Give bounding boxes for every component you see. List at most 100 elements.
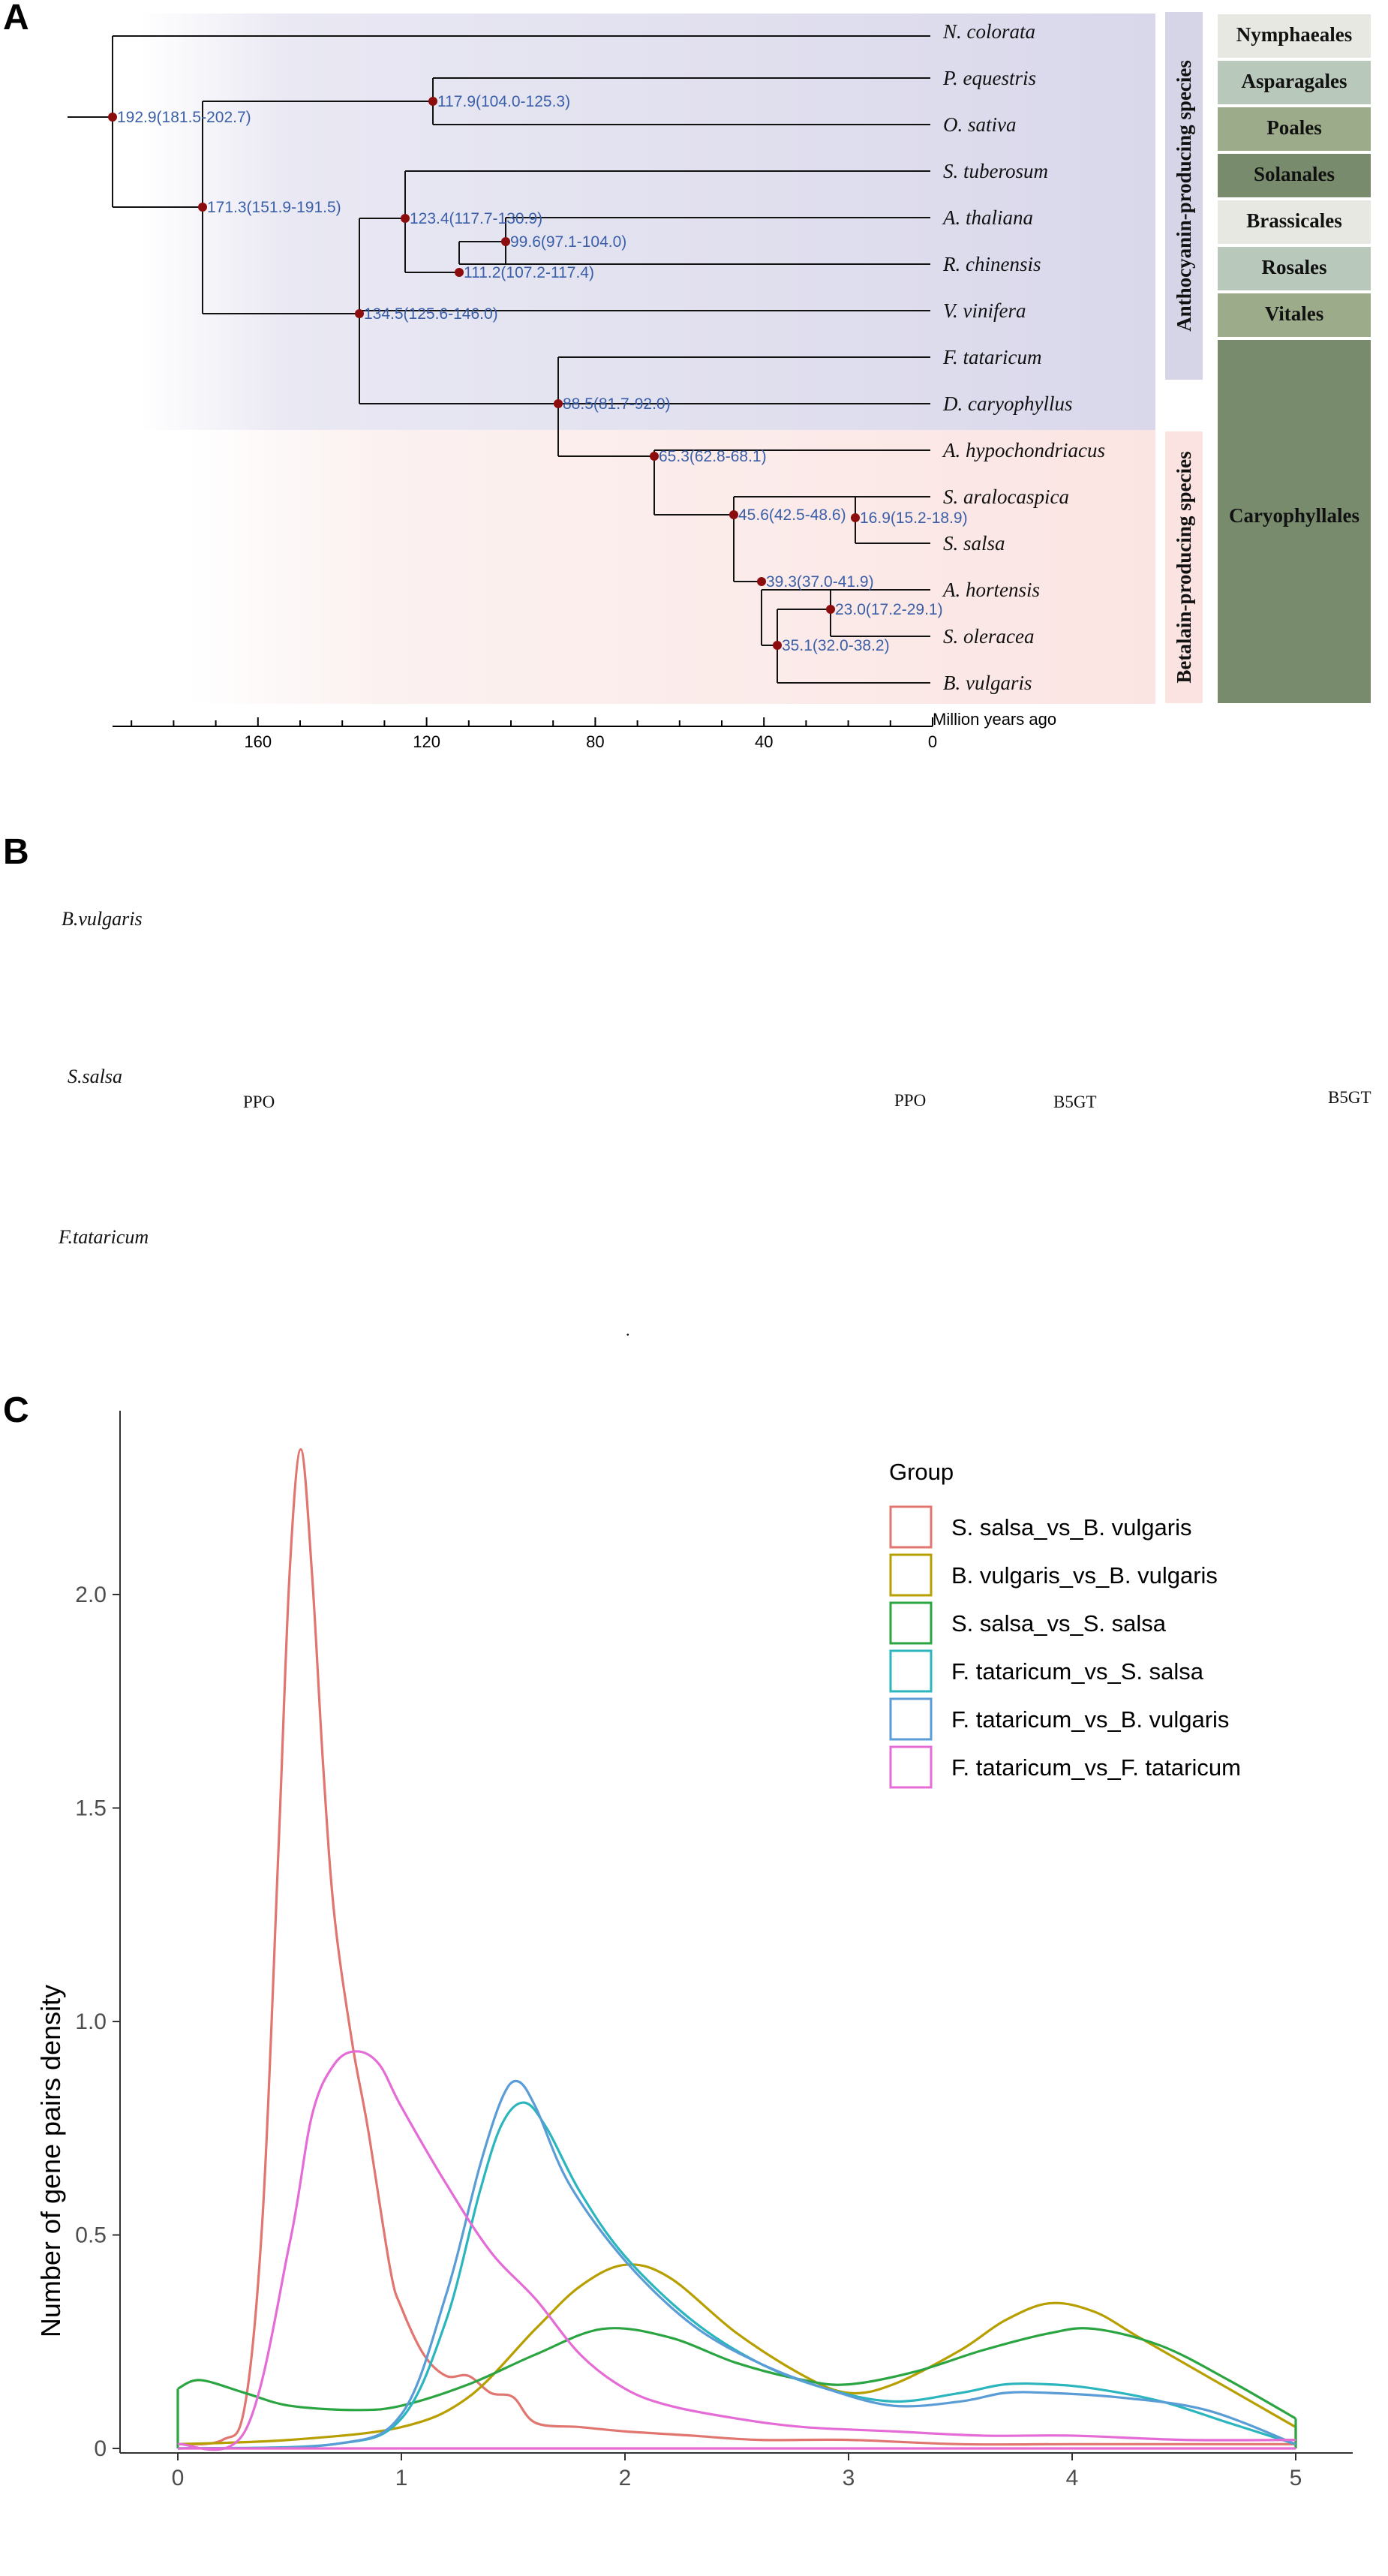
legend-key [889,1505,933,1549]
node-age-label: 35.1(32.0-38.2) [782,637,890,654]
plot-area [176,1447,1297,2451]
node-dot [773,641,782,650]
species-label: S. aralocaspica [943,485,1069,508]
species-labels: N. colorata P. equestris O. sativa S. tuber… [942,20,1105,694]
legend-key [889,1649,933,1693]
genome-label-f-tataricum: F.tataricum [58,1226,149,1248]
density-line [177,2327,1296,2420]
order-label: Brassicales [1246,209,1342,232]
anthocyanin-label: Anthocyanin-producing species [1173,60,1195,332]
node-dot [455,268,464,277]
order-box-rosales [1216,245,1372,292]
species-label: P. equestris [942,67,1036,89]
node-age-label: 23.0(17.2-29.1) [835,601,943,618]
density-line [177,2263,1296,2445]
gene-label-b5gt-2: B5GT [1328,1088,1371,1107]
legend-label: F. tataricum_vs_S. salsa [951,1658,1204,1685]
legend-key [889,1553,933,1597]
y-tick-label: 1.0 [75,2009,107,2034]
gene-label-ppo-1: PPO [243,1093,275,1111]
order-label: Caryophyllales [1229,504,1359,527]
genome-label-s-salsa: S.salsa [68,1066,122,1087]
legend-label: F. tataricum_vs_B. vulgaris [951,1706,1229,1733]
density-line [177,1447,1296,2446]
betalain-label: Betalain-producing species [1173,451,1195,683]
species-label: A. hortensis [942,579,1040,601]
panel-label-b: B [3,832,29,872]
axis-tick-label: 0 [928,732,937,750]
y-tick-label: 1.5 [75,1796,107,1821]
order-box-solanales [1216,152,1372,199]
order-box-vitales [1216,292,1372,338]
node-age-label: 88.5(81.7-92.0) [563,395,671,413]
species-label: B. vulgaris [943,672,1032,694]
order-box-nymphaeales [1216,13,1372,59]
node-age-label: 192.9(181.5-202.7) [117,109,251,126]
betalain-bar [1165,431,1203,703]
species-label: A. hypochondriacus [942,439,1105,461]
x-tick-label: 2 [619,2466,632,2490]
ks-density-chart: 0 0.5 1.0 1.5 2.0 0 1 2 3 4 5 Number of gene pair… [35,1411,1353,2490]
x-axis-ticks: 0 1 2 3 4 5 [172,2453,1302,2490]
node-dot [729,510,738,519]
synteny-plot: 12345678912345678912345678 B.vulgaris S.… [58,908,1371,1339]
node-age-label: 16.9(15.2-18.9) [860,509,968,527]
order-label: Vitales [1265,302,1323,325]
order-boxes: Nymphaeales Asparagales Poales Solanales… [1216,13,1372,705]
node-dot [826,605,835,614]
anthocyanin-shade [139,14,1155,430]
x-tick-label: 0 [172,2466,185,2490]
node-age-label: 171.3(151.9-191.5) [207,199,341,216]
node-age-label: 39.3(37.0-41.9) [766,573,874,591]
node-dot [198,203,207,212]
y-axis-title: Number of gene pairs density [35,1985,66,2337]
species-label: R. chinensis [942,253,1041,275]
axis-tick-label: 40 [755,732,773,750]
order-box-asparagales [1216,59,1372,106]
tree-nodes [108,97,860,650]
axis-tick-label: 80 [586,732,604,750]
legend-title: Group [889,1459,954,1485]
order-box-brassicales [1216,199,1372,245]
node-dot [757,577,766,586]
betalain-shade [188,430,1155,704]
time-axis-unit: Million years ago [933,710,1056,729]
species-label: D. caryophyllus [942,392,1072,415]
node-dot [428,97,437,106]
y-tick-label: 0 [94,2436,107,2461]
node-age-labels: 192.9(181.5-202.7) 117.9(104.0-125.3) 171.… [117,93,968,654]
node-dot [355,309,364,318]
node-age-label: 134.5(125.6-146.0) [364,305,498,323]
species-label: N. colorata [942,20,1035,43]
legend-label: S. salsa_vs_B. vulgaris [951,1514,1191,1540]
species-label: F. tataricum [942,346,1042,368]
legend-label: S. salsa_vs_S. salsa [951,1610,1167,1637]
x-tick-label: 4 [1066,2466,1079,2490]
order-box-caryophyllales [1216,338,1372,705]
y-axis-ticks: 0 0.5 1.0 1.5 2.0 [75,1583,120,2461]
y-tick-label: 0.5 [75,2223,107,2248]
node-age-label: 111.2(107.2-117.4) [464,264,594,281]
species-label: S. salsa [943,532,1005,555]
axis-tick-label: 160 [244,732,272,750]
legend-key [889,1697,933,1741]
node-dot [501,237,510,246]
y-tick-label: 2.0 [75,1583,107,1607]
x-tick-label: 3 [843,2466,855,2490]
panel-label-a: A [3,0,29,38]
order-label: Nymphaeales [1236,23,1353,46]
density-line [177,2079,1296,2450]
anthocyanin-bar [1165,12,1203,380]
node-age-label: 99.6(97.1-104.0) [510,233,626,251]
order-label: Solanales [1254,163,1335,185]
species-label: V. vinifera [943,299,1026,322]
genome-label-b-vulgaris: B.vulgaris [62,908,143,930]
node-dot [401,214,410,223]
legend-key [889,1745,933,1789]
gene-label-ppo-2: PPO [894,1091,926,1110]
density-line [177,2050,1296,2451]
species-label: A. thaliana [942,206,1033,229]
density-line [177,2101,1296,2450]
order-label: Poales [1266,116,1322,139]
x-tick-label: 5 [1290,2466,1302,2490]
